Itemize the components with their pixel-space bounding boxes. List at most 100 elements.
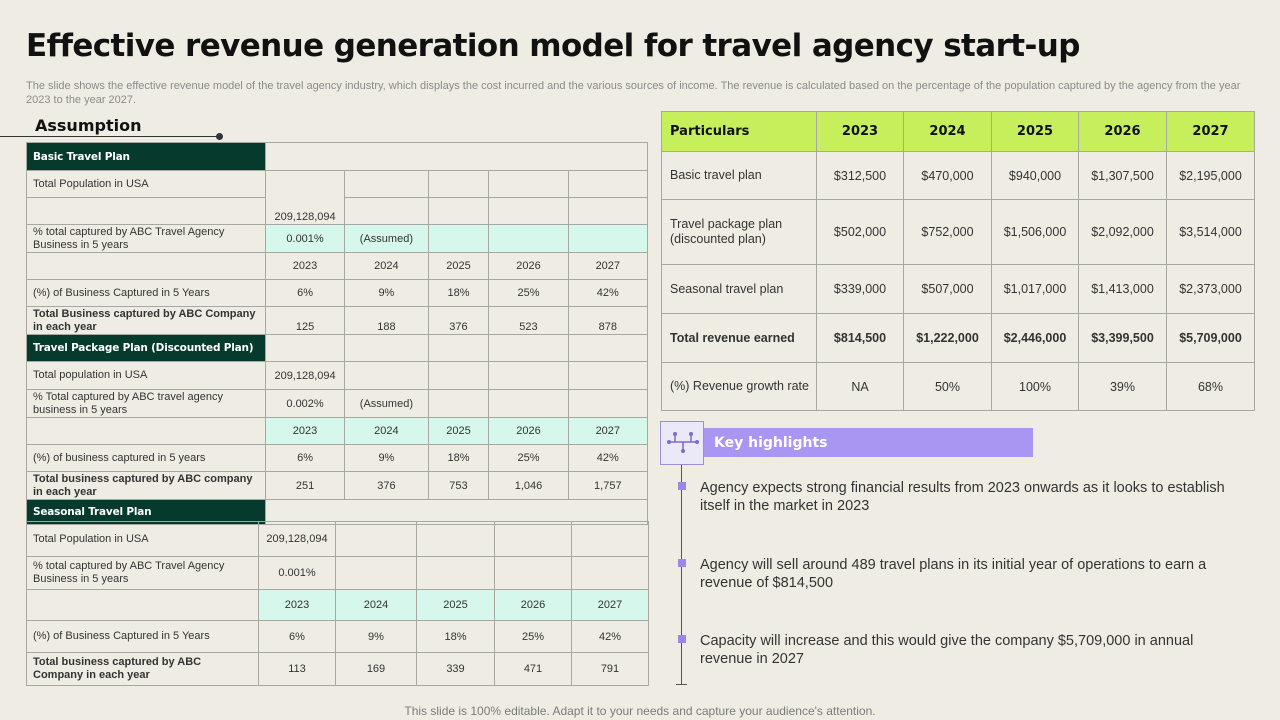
package-plan-header: Travel Package Plan (Discounted Plan) [26,334,266,362]
bullet-marker [678,482,686,490]
seasonal-pct-label: (%) of Business Captured in 5 Years [26,620,259,653]
seasonal-total-label: Total business captured by ABC Company i… [26,652,259,686]
revenue-cell: $3,514,000 [1166,199,1255,265]
bullet-marker [678,635,686,643]
basic-total-value: 878 [567,306,649,335]
network-icon [667,432,699,453]
package-pct-value: 18% [427,444,490,472]
empty-cell [416,556,495,590]
revenue-cell: $507,000 [903,264,992,314]
basic-total-value: 523 [488,306,569,335]
empty-cell [26,252,266,280]
revenue-cell: $1,413,000 [1078,264,1167,314]
revenue-cell: $940,000 [991,151,1079,200]
empty-cell [264,142,649,171]
package-pct-value: 9% [344,444,429,472]
empty-cell [488,361,569,390]
package-year: 2024 [344,417,429,445]
revenue-cell: $502,000 [816,199,904,265]
revenue-cell: 100% [991,362,1079,411]
empty-cell [567,334,649,362]
revenue-row: Basic travel plan $312,500 $470,000 $940… [661,151,1255,200]
basic-pct-value: 6% [264,279,346,307]
empty-cell [571,556,649,590]
empty-cell [264,334,346,362]
package-year: 2026 [488,417,569,445]
empty-cell [344,170,429,198]
basic-total-label: Total Business captured by ABC Company i… [26,306,266,335]
empty-cell [26,589,259,621]
seasonal-total-value: 471 [494,652,572,686]
empty-cell [344,361,429,390]
package-captured-label: % Total captured by ABC travel agency bu… [26,389,266,418]
revenue-cell: $752,000 [903,199,992,265]
revenue-cell: $2,373,000 [1166,264,1255,314]
package-population-value: 209,128,094 [264,361,346,390]
revenue-cell: $5,709,000 [1166,313,1255,363]
empty-cell [427,224,490,253]
revenue-row: (%) Revenue growth rate NA 50% 100% 39% … [661,362,1255,411]
seasonal-pct-value: 25% [494,620,572,653]
package-assumed: (Assumed) [344,389,429,418]
basic-captured-value: 0.001% [264,224,346,253]
basic-pct-label: (%) of Business Captured in 5 Years [26,279,266,307]
seasonal-year: 2026 [494,589,572,621]
empty-cell [335,521,417,557]
seasonal-pct-value: 18% [416,620,495,653]
footer-note: This slide is 100% editable. Adapt it to… [404,704,876,718]
revenue-cell: 39% [1078,362,1167,411]
empty-cell [567,224,649,253]
seasonal-total-value: 339 [416,652,495,686]
basic-year: 2023 [264,252,346,280]
revenue-cell: $1,506,000 [991,199,1079,265]
basic-assumed: (Assumed) [344,224,429,253]
revenue-table: Particulars 2023 2024 2025 2026 2027 Bas… [661,111,1255,411]
revenue-cell: NA [816,362,904,411]
revenue-header-particulars: Particulars [661,111,817,152]
timeline-end [676,684,687,685]
revenue-cell: $3,399,500 [1078,313,1167,363]
timeline-line [681,465,682,685]
bullet-marker [678,559,686,567]
basic-pct-value: 9% [344,279,429,307]
basic-year: 2027 [567,252,649,280]
seasonal-pct-value: 42% [571,620,649,653]
empty-cell [427,170,490,198]
basic-total-value: 188 [344,306,429,335]
empty-cell [26,197,266,225]
revenue-row: Seasonal travel plan $339,000 $507,000 $… [661,264,1255,314]
revenue-row-label: Total revenue earned [661,313,817,363]
empty-cell [567,197,649,225]
page-title: Effective revenue generation model for t… [26,28,1080,64]
empty-cell [416,521,495,557]
empty-cell [494,556,572,590]
revenue-header-year: 2025 [991,111,1079,152]
assumption-heading: Assumption [35,116,142,135]
package-pct-value: 25% [488,444,569,472]
assumption-dot [216,133,223,140]
package-pct-value: 42% [567,444,649,472]
seasonal-population-label: Total Population in USA [26,521,259,557]
empty-cell [344,334,429,362]
basic-population-value: 209,128,094 [264,170,346,225]
empty-cell [427,361,490,390]
basic-total-value: 125 [264,306,346,335]
seasonal-pct-value: 6% [258,620,336,653]
empty-cell [427,334,490,362]
seasonal-plan-header: Seasonal Travel Plan [26,499,266,525]
highlight-item: Agency expects strong financial results … [700,480,1225,514]
revenue-row-total: Total revenue earned $814,500 $1,222,000… [661,313,1255,363]
basic-captured-label: % total captured by ABC Travel Agency Bu… [26,224,266,253]
revenue-header-year: 2023 [816,111,904,152]
package-year: 2025 [427,417,490,445]
seasonal-captured-value: 0.001% [258,556,336,590]
revenue-row-label: Basic travel plan [661,151,817,200]
revenue-cell: $2,446,000 [991,313,1079,363]
empty-cell [488,197,569,225]
basic-pct-value: 18% [427,279,490,307]
seasonal-year: 2024 [335,589,417,621]
basic-pct-value: 25% [488,279,569,307]
revenue-cell: $1,307,500 [1078,151,1167,200]
basic-population-label: Total Population in USA [26,170,266,198]
key-highlights-banner [704,428,1033,457]
